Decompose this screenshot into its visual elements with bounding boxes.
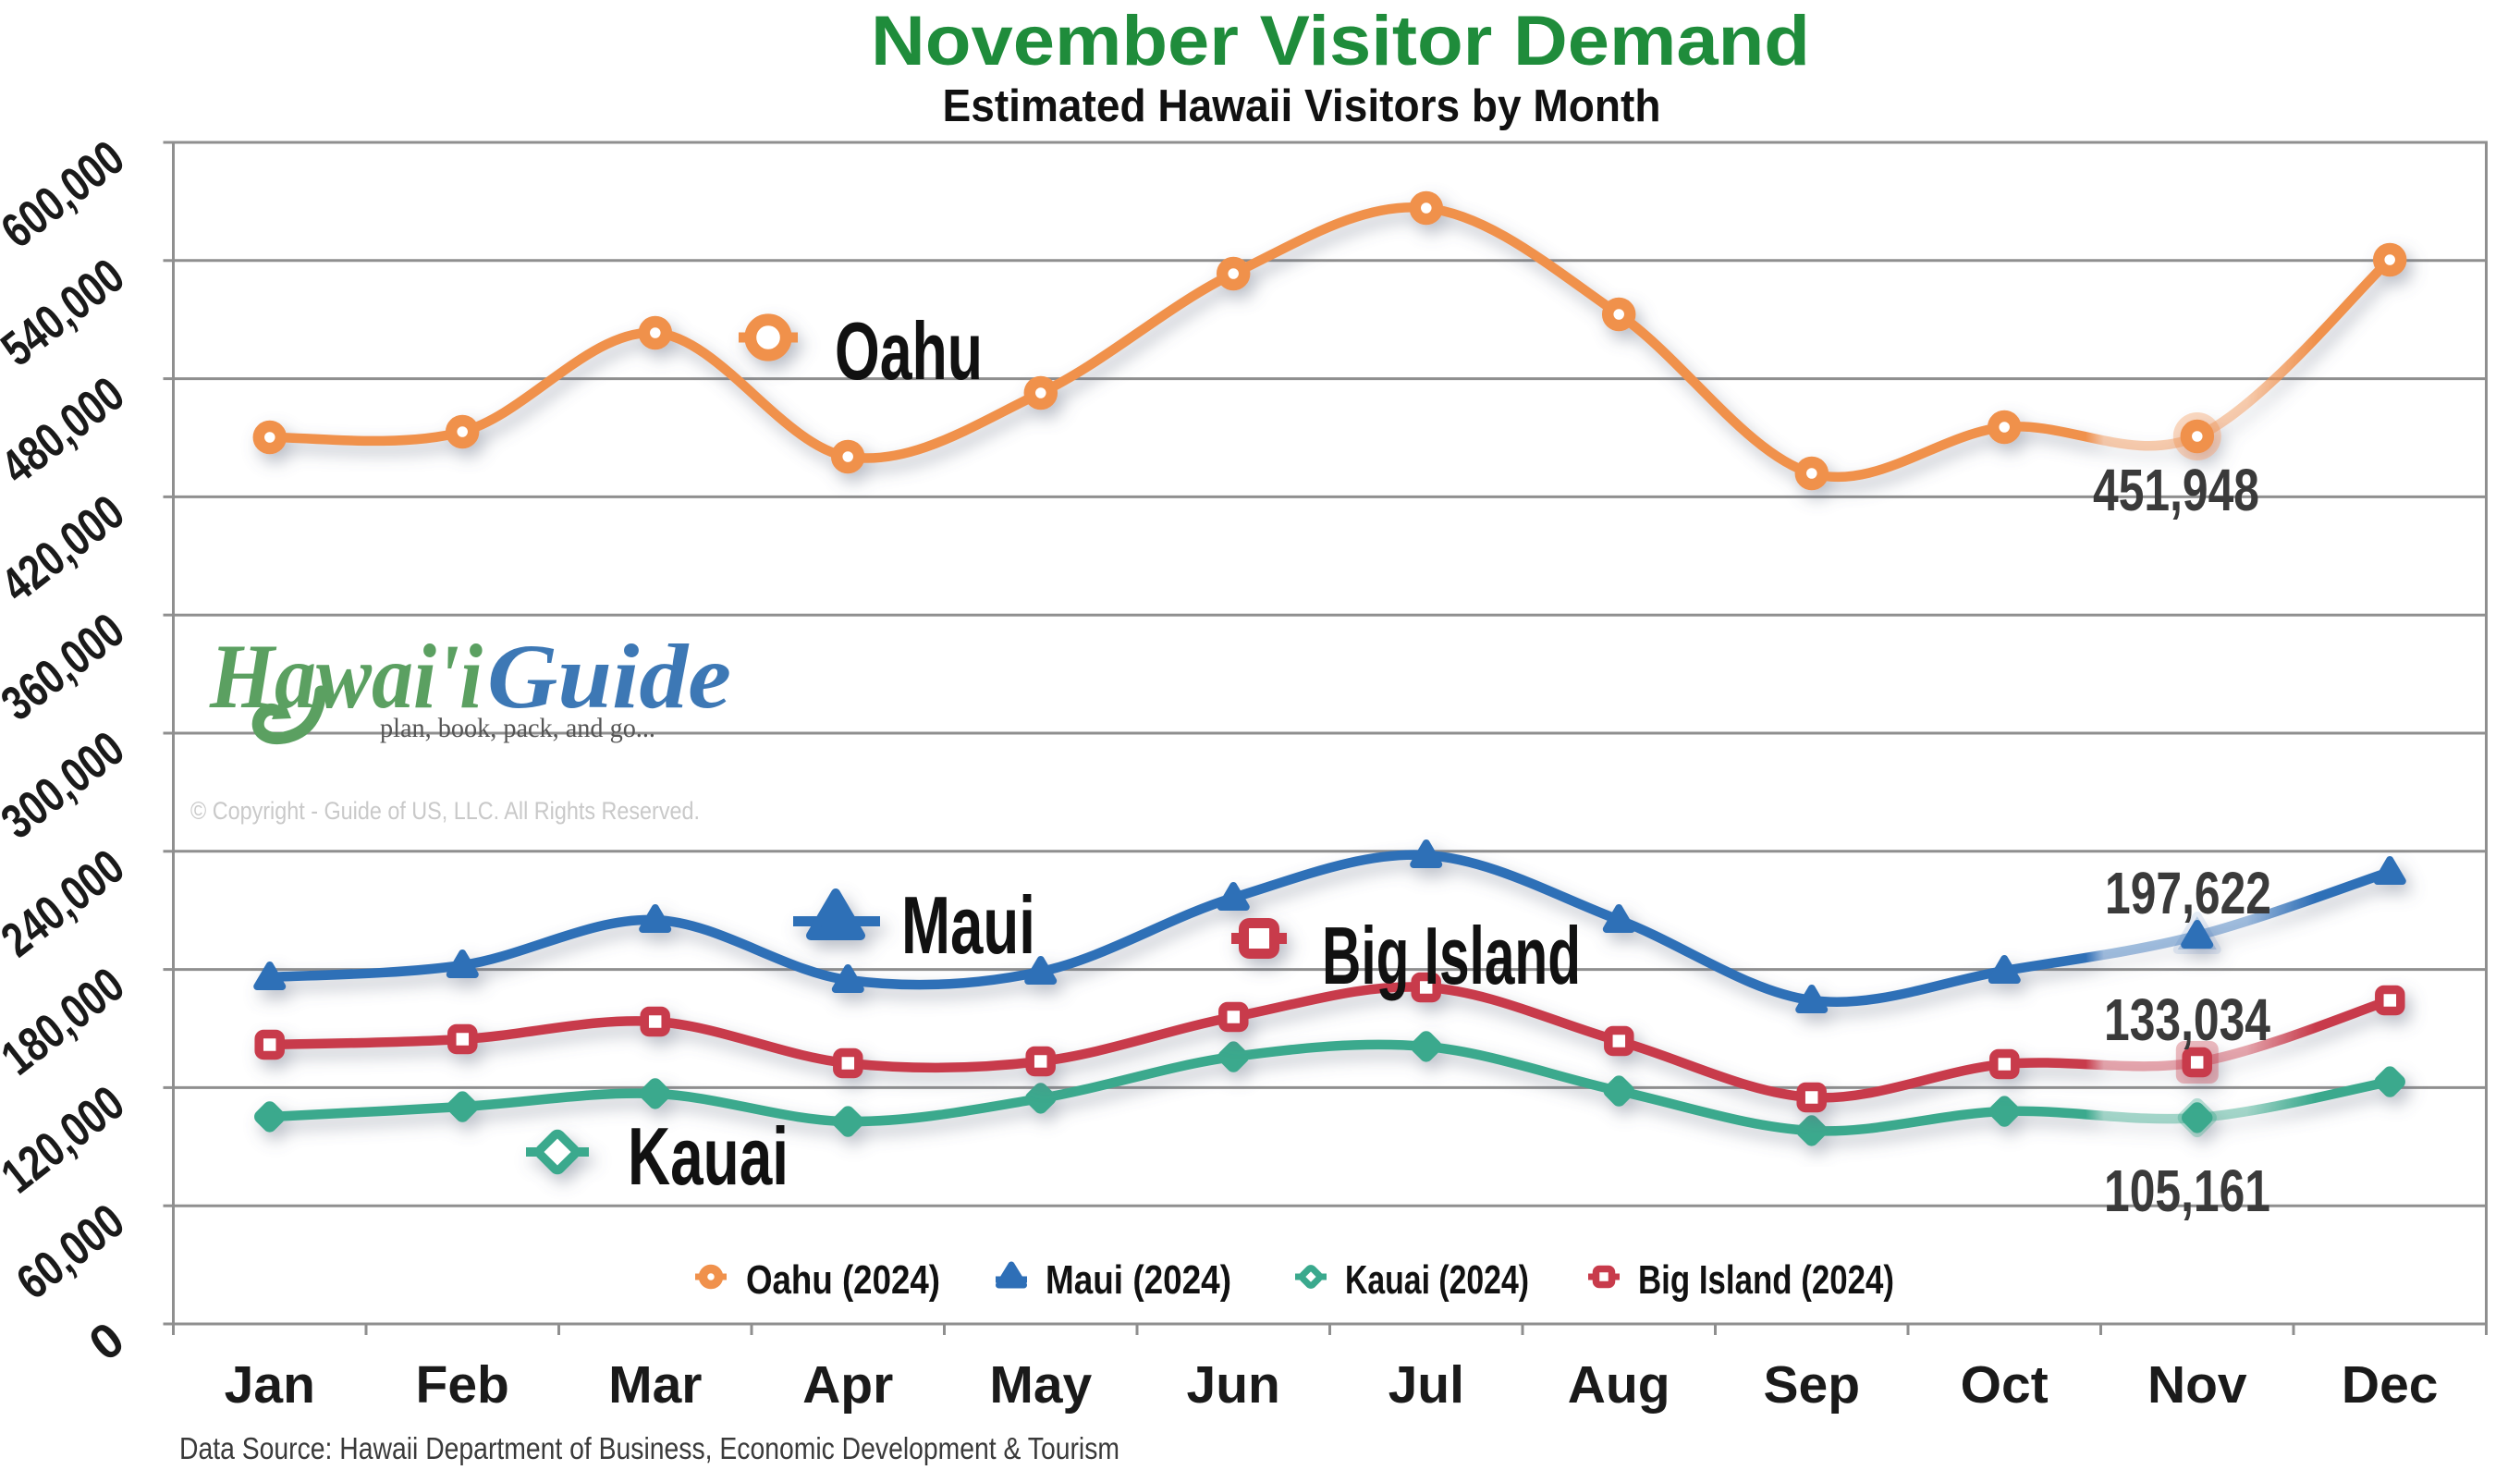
svg-text:© Copyright - Guide of US, LLC: © Copyright - Guide of US, LLC. All Righ… (190, 797, 700, 825)
svg-text:Jun: Jun (1187, 1355, 1280, 1415)
svg-text:Jul: Jul (1388, 1355, 1464, 1415)
svg-text:Nov: Nov (2147, 1355, 2247, 1415)
svg-text:Oahu: Oahu (835, 305, 983, 397)
svg-text:Oct: Oct (1961, 1355, 2049, 1415)
svg-text:Data Source: Hawaii Department: Data Source: Hawaii Department of Busine… (179, 1431, 1119, 1465)
svg-text:Apr: Apr (802, 1355, 893, 1415)
svg-text:May: May (989, 1355, 1092, 1415)
svg-text:Maui: Maui (901, 879, 1035, 971)
svg-text:Mar: Mar (608, 1355, 702, 1415)
svg-text:Guide: Guide (487, 625, 731, 728)
svg-text:November Visitor Demand: November Visitor Demand (871, 2, 1810, 80)
svg-text:Dec: Dec (2342, 1355, 2439, 1415)
svg-text:133,034: 133,034 (2104, 986, 2270, 1053)
svg-text:Maui (2024): Maui (2024) (1046, 1257, 1231, 1303)
svg-text:Big Island: Big Island (1322, 910, 1581, 1001)
svg-text:Aug: Aug (1568, 1355, 1670, 1415)
svg-text:Big Island (2024): Big Island (2024) (1638, 1257, 1894, 1303)
svg-text:451,948: 451,948 (2093, 457, 2259, 523)
svg-text:Oahu (2024): Oahu (2024) (746, 1257, 940, 1303)
svg-text:plan, book, pack, and go...: plan, book, pack, and go... (380, 713, 655, 743)
svg-text:Hawai'i: Hawai'i (209, 625, 483, 728)
svg-text:105,161: 105,161 (2104, 1158, 2270, 1224)
svg-text:Feb: Feb (416, 1355, 509, 1415)
svg-text:Jan: Jan (225, 1355, 315, 1415)
svg-text:Estimated Hawaii Visitors by M: Estimated Hawaii Visitors by Month (943, 81, 1661, 131)
svg-text:Sep: Sep (1764, 1355, 1861, 1415)
svg-text:Kauai (2024): Kauai (2024) (1345, 1257, 1529, 1303)
svg-text:Kauai: Kauai (628, 1110, 789, 1202)
svg-text:197,622: 197,622 (2105, 860, 2271, 926)
